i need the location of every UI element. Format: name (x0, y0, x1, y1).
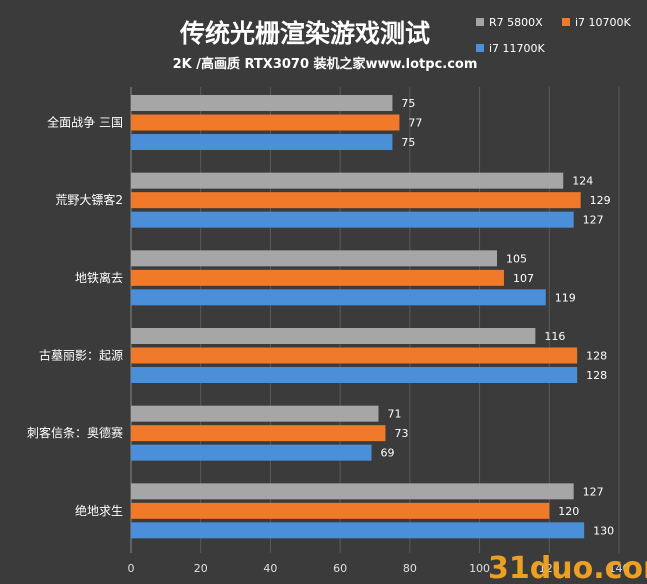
bar (131, 269, 504, 286)
bar (131, 522, 585, 539)
bar-value-label: 128 (586, 369, 607, 382)
bar (131, 425, 386, 442)
bar-value-label: 129 (590, 194, 611, 207)
bar-value-label: 75 (401, 97, 415, 110)
bar (131, 289, 546, 306)
legend-label: R7 5800X (489, 16, 543, 29)
x-tick-label: 100 (469, 562, 490, 575)
bar (131, 172, 564, 189)
legend-label: i7 10700K (575, 16, 632, 29)
bar-value-label: 120 (558, 505, 579, 518)
bar-value-label: 69 (381, 447, 395, 460)
x-tick-label: 60 (333, 562, 347, 575)
bar-value-label: 75 (401, 136, 415, 149)
chart-subtitle: 2K /高画质 RTX3070 装机之家www.lotpc.com (173, 56, 478, 72)
grid-lines (130, 87, 620, 553)
bar (131, 444, 372, 461)
bar-value-label: 127 (583, 485, 604, 498)
bar-value-label: 71 (387, 408, 401, 421)
bar-value-label: 105 (506, 252, 527, 265)
bar (131, 114, 400, 131)
category-label: 地铁离去 (75, 270, 123, 285)
x-tick-labels: 0 20 40 60 80 100 120 140 (128, 562, 630, 575)
category-label: 刺客信条：奥德赛 (27, 425, 123, 440)
chart-title: 传统光栅渲染游戏测试 (179, 19, 430, 48)
bar-value-label: 130 (593, 524, 614, 537)
bar (131, 134, 393, 150)
bar-value-label: 124 (572, 175, 593, 188)
legend-swatch (476, 18, 484, 26)
legend-swatch (476, 44, 484, 52)
x-tick-label: 40 (263, 562, 277, 575)
bar (131, 328, 536, 344)
bar-value-label: 77 (408, 117, 422, 130)
bar (131, 95, 393, 111)
bar (131, 192, 581, 209)
category-label: 古墓丽影：起源 (39, 348, 123, 363)
bar (131, 250, 497, 267)
bar (131, 367, 578, 383)
watermark: 31duo.com (488, 551, 647, 584)
bar-value-label: 119 (555, 291, 576, 304)
bar (131, 347, 578, 364)
watermark-text: 31duo.com (488, 551, 647, 584)
category-label: 绝地求生 (75, 503, 123, 518)
legend-label: i7 11700K (489, 42, 546, 55)
bar-value-label: 116 (544, 330, 565, 343)
bar-value-label: 127 (583, 214, 604, 227)
x-tick-label: 80 (403, 562, 417, 575)
x-tick-label: 120 (539, 562, 560, 575)
bar (131, 483, 574, 500)
bar (131, 502, 550, 519)
bars-group: 75 77 75 124 129 127 105 107 119 116 128 128 71 73 69 1… (131, 95, 614, 539)
category-label: 荒野大镖客2 (55, 192, 123, 207)
bar-value-label: 73 (394, 427, 408, 440)
x-tick-label: 20 (194, 562, 208, 575)
x-tick-label: 140 (609, 562, 630, 575)
bar-value-label: 128 (586, 350, 607, 363)
legend-swatch (562, 18, 570, 26)
bar (131, 405, 379, 422)
bar (131, 211, 574, 228)
legend: R7 5800X i7 10700K i7 11700K (476, 16, 632, 55)
category-label: 全面战争 三国 (47, 115, 123, 130)
x-tick-label: 0 (128, 562, 135, 575)
bar-value-label: 107 (513, 272, 534, 285)
